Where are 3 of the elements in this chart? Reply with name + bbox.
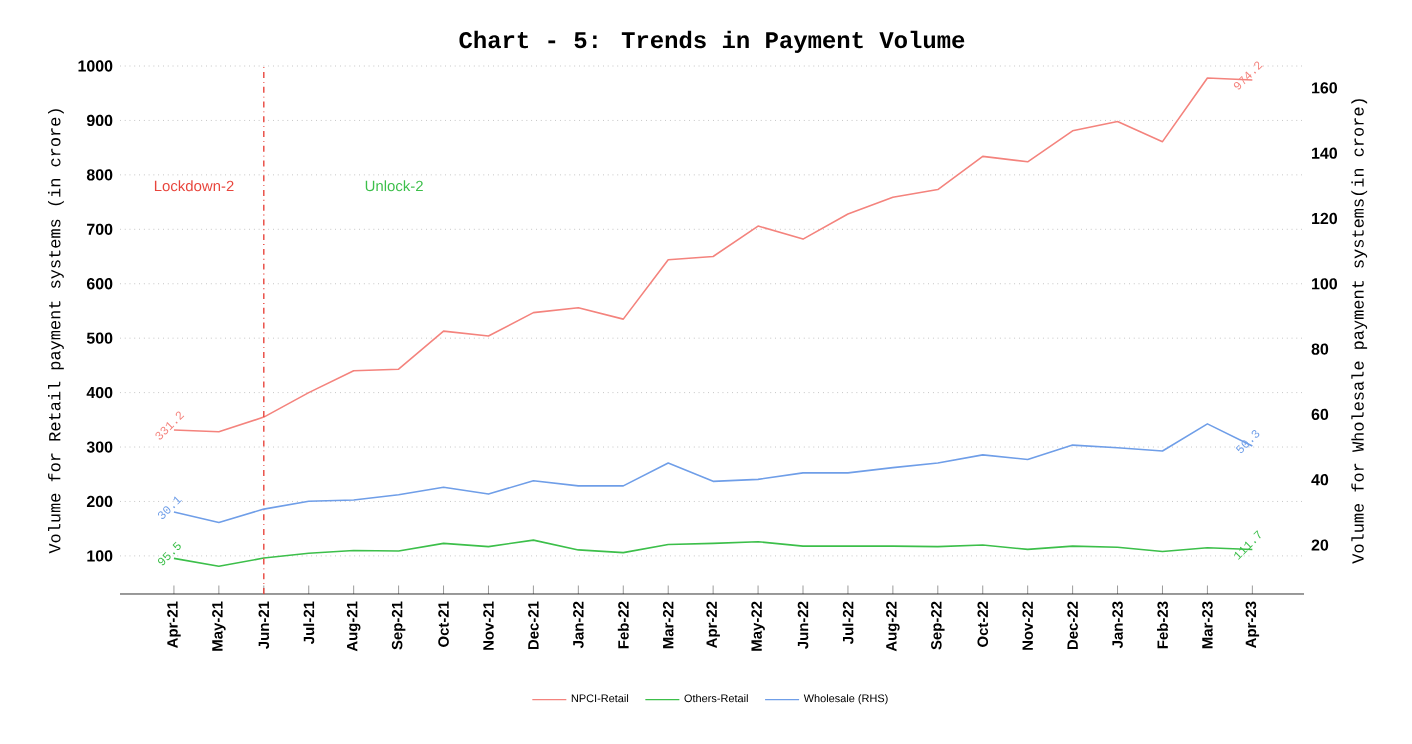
chart-title: Chart - 5: Trends in Payment Volume: [459, 30, 965, 54]
y-axis-title: Volume for Retail payment systems (in crore): [48, 109, 64, 554]
y2-axis-title: Volume for Wholesale payment systems(in crore): [1351, 99, 1368, 564]
